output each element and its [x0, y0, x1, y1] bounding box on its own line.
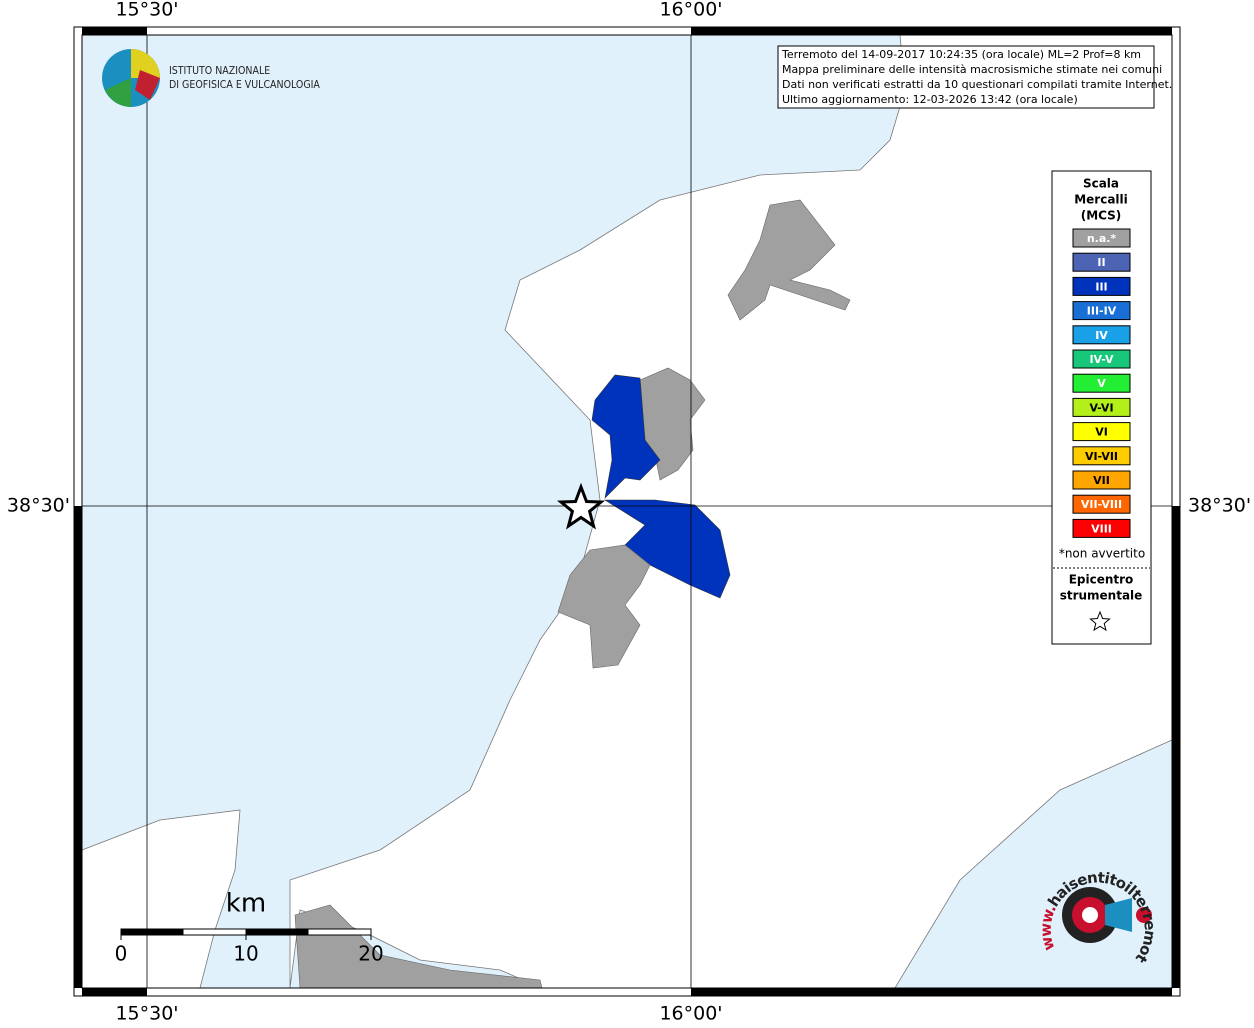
legend-swatch: [1072, 518, 1131, 538]
municipality: [557, 544, 651, 669]
coordinate-labels: 15°30' 16°00' 15°30' 16°00' 38°30' 38°30…: [7, 0, 1251, 1025]
info-line: Ultimo aggiornamento: 12-03-2026 13:42 (…: [782, 93, 1078, 106]
legend: ScalaMercalli(MCS)n.a.*IIIIIIII-IVIVIV-V…: [1059, 177, 1145, 603]
logo-text: ISTITUTO NAZIONALE: [169, 65, 270, 77]
scale-tick-label: 0: [115, 942, 128, 966]
legend-swatch: [1072, 470, 1131, 490]
legend-swatch: [1072, 228, 1131, 248]
info-line: Dati non verificati estratti da 10 quest…: [782, 78, 1172, 91]
municipality: [727, 199, 851, 321]
info-line: Terremoto del 14-09-2017 10:24:35 (ora l…: [781, 48, 1141, 61]
legend-title: (MCS): [1081, 209, 1122, 223]
legend-epicenter: strumentale: [1060, 589, 1143, 603]
legend-epicenter-icon: [1089, 610, 1111, 632]
legend-title: Scala: [1083, 177, 1119, 191]
legend-swatch: [1072, 422, 1131, 442]
lon-label: 16°00': [659, 1003, 722, 1025]
legend-swatch: [1072, 325, 1131, 345]
lon-label: 16°00': [659, 0, 722, 21]
info-box: [777, 45, 1155, 109]
legend-note: *non avvertito: [1059, 547, 1145, 561]
legend-label: V: [1097, 377, 1106, 390]
epicenter: [556, 482, 606, 530]
municipality: [591, 374, 661, 499]
legend-label: III-IV: [1087, 305, 1117, 318]
ingv-logo: ISTITUTO NAZIONALE DI GEOFISICA E VULCAN…: [102, 49, 320, 107]
logo-text: DI GEOFISICA E VULCANOLOGIA: [169, 79, 320, 91]
site-prefix: www.: [1036, 901, 1059, 953]
lon-label: 15°30': [115, 1003, 178, 1025]
legend-epicenter: Epicentro: [1069, 573, 1134, 587]
legend-label: II: [1097, 256, 1105, 269]
frame-bars: [74, 27, 1180, 996]
legend-label: VII-VIII: [1081, 498, 1122, 511]
lat-label: 38°30': [1188, 495, 1251, 517]
lon-label: 15°30': [115, 0, 178, 21]
legend-label: IV-V: [1089, 353, 1114, 366]
scale-bar: km 0 10 20: [115, 889, 384, 966]
legend-label: n.a.*: [1087, 232, 1117, 245]
legend-swatch: [1072, 276, 1131, 296]
scale-unit: km: [226, 889, 266, 919]
legend-label: VII: [1093, 474, 1110, 487]
info-line: Mappa preliminare delle intensità macros…: [782, 63, 1162, 76]
legend-swatch: [1072, 349, 1131, 369]
land: [289, 34, 1173, 989]
legend-label: V-VI: [1089, 401, 1113, 414]
info: Terremoto del 14-09-2017 10:24:35 (ora l…: [781, 48, 1172, 106]
legend-swatch: [1072, 373, 1131, 393]
legend-title: Mercalli: [1074, 193, 1128, 207]
legend-swatch: [1072, 301, 1131, 321]
legend-label: IV: [1095, 329, 1108, 342]
legend-label: VIII: [1091, 522, 1112, 535]
legend-swatch: [1072, 397, 1131, 417]
legend-label: VI: [1095, 426, 1108, 439]
legend-swatch: [1072, 252, 1131, 272]
legend-swatch: [1072, 446, 1131, 466]
legend-label: VI-VII: [1085, 450, 1118, 463]
lat-label: 38°30': [7, 495, 70, 517]
municipality: [603, 499, 731, 599]
legend-label: III: [1095, 280, 1107, 293]
scale-tick-label: 20: [358, 942, 383, 966]
scale-tick-label: 10: [233, 942, 258, 966]
legend-swatch: [1072, 494, 1131, 514]
